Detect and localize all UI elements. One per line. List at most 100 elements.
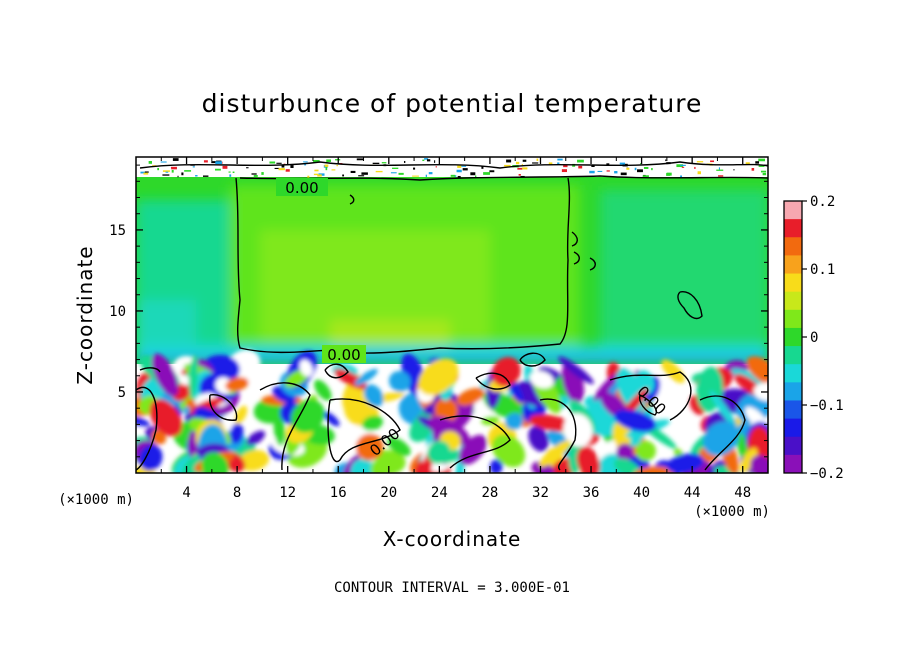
y-tick-label: 10	[109, 304, 126, 320]
top-band-speck	[342, 174, 345, 177]
colorbar-segment	[784, 436, 802, 456]
top-band-speck	[548, 162, 553, 165]
top-band-speck	[718, 167, 720, 170]
y-axis: 5 10 15	[109, 164, 768, 458]
colorbar-segment	[784, 418, 802, 438]
top-band-speck	[253, 175, 258, 177]
colorbar-tick-label: 0	[810, 330, 818, 346]
colorbar-segment	[784, 273, 802, 293]
top-band-speck	[184, 170, 192, 172]
turbulence-blob	[354, 368, 378, 386]
top-band-speck	[307, 175, 310, 179]
top-band-speck	[434, 160, 436, 163]
y-tick-label: 5	[118, 385, 126, 401]
turbulence-blob	[613, 409, 657, 432]
top-band-speck	[521, 164, 524, 166]
top-band-speck	[642, 175, 649, 178]
turbulence-blob	[225, 377, 249, 392]
top-band-speck	[229, 174, 232, 177]
top-band-speck	[392, 167, 399, 169]
colorbar-segment	[784, 255, 802, 275]
heatmap-field	[136, 157, 768, 473]
top-band-speck	[518, 173, 521, 176]
top-band-speck	[428, 172, 433, 175]
top-band-speck	[606, 163, 610, 166]
x-tick-label: 24	[431, 485, 448, 501]
contour-interval-text: CONTOUR INTERVAL = 3.000E-01	[334, 580, 570, 596]
top-band-speck	[557, 158, 563, 161]
top-band-speck	[144, 171, 149, 173]
top-band-speck	[679, 164, 686, 166]
colorbar-segment	[784, 309, 802, 329]
top-band-speck	[470, 172, 476, 176]
top-band-speck	[694, 166, 696, 169]
contour-label: 0.00	[285, 179, 318, 197]
colorbar-segment	[784, 327, 802, 347]
top-band-speck	[619, 162, 626, 165]
top-band-speck	[454, 175, 457, 177]
top-band-speck	[733, 169, 735, 171]
top-band-speck	[228, 171, 231, 173]
top-band-speck	[597, 170, 603, 172]
top-band-speck	[336, 165, 339, 167]
top-band-speck	[561, 169, 568, 173]
turbulence-blob	[234, 405, 248, 425]
turbulence-blob	[314, 379, 332, 401]
top-band-speck	[696, 161, 704, 163]
top-band-speck	[435, 166, 437, 168]
top-band-noise	[140, 158, 767, 179]
turbulence-blob	[229, 422, 244, 444]
top-band-speck	[361, 172, 368, 175]
top-band-speck	[489, 170, 495, 173]
top-band-speck	[232, 171, 235, 173]
x-unit-label-left: (×1000 m)	[58, 492, 134, 508]
top-band-speck	[755, 161, 760, 164]
turbulence-blob	[151, 353, 179, 397]
top-band-speck	[372, 162, 380, 165]
top-band-speck	[483, 172, 490, 175]
top-band-speck	[634, 167, 637, 171]
turbulence-blob	[246, 430, 266, 446]
top-band-speck	[162, 170, 170, 172]
top-band-speck	[246, 167, 249, 169]
top-band-speck	[303, 161, 308, 163]
top-band-speck	[313, 159, 320, 163]
top-band-speck	[195, 175, 198, 177]
top-band-speck	[606, 170, 610, 172]
top-band-speck	[504, 164, 511, 167]
turbulence-blob	[201, 452, 229, 473]
colorbar-segment	[784, 219, 802, 238]
colorbar-segment	[784, 382, 802, 401]
upper-layer-shading	[136, 185, 768, 364]
top-band-speck	[331, 169, 336, 171]
top-band-speck	[643, 166, 649, 169]
top-band-speck	[474, 175, 477, 178]
colorbar-tick-label: 0.1	[810, 262, 835, 278]
turbulence-blob	[323, 411, 340, 427]
turbulence-blob	[491, 357, 521, 387]
x-tick-label: 8	[233, 485, 241, 501]
top-band-speck	[681, 166, 685, 168]
x-axis-title: X-coordinate	[383, 527, 522, 551]
turbulence-blob	[635, 440, 657, 462]
colorbar-segment	[784, 364, 802, 383]
turbulence-blob	[363, 384, 384, 408]
top-band-speck	[356, 158, 364, 161]
top-band-speck	[506, 159, 512, 163]
x-tick-label: 12	[279, 485, 296, 501]
top-band-speck	[192, 166, 195, 168]
top-band-speck	[148, 161, 152, 164]
top-band-speck	[358, 175, 365, 177]
turbulence-blob	[418, 358, 459, 396]
turbulence-blob	[388, 370, 411, 392]
colorbar-segment	[784, 400, 802, 420]
turbulence-blob	[531, 461, 554, 473]
top-band-speck	[261, 172, 264, 175]
y-tick-label: 15	[109, 223, 126, 239]
x-tick-label: 28	[481, 485, 498, 501]
top-band-speck	[181, 172, 184, 176]
top-band-speck	[626, 167, 630, 170]
top-band-speck	[269, 161, 276, 164]
top-band-speck	[532, 162, 539, 164]
